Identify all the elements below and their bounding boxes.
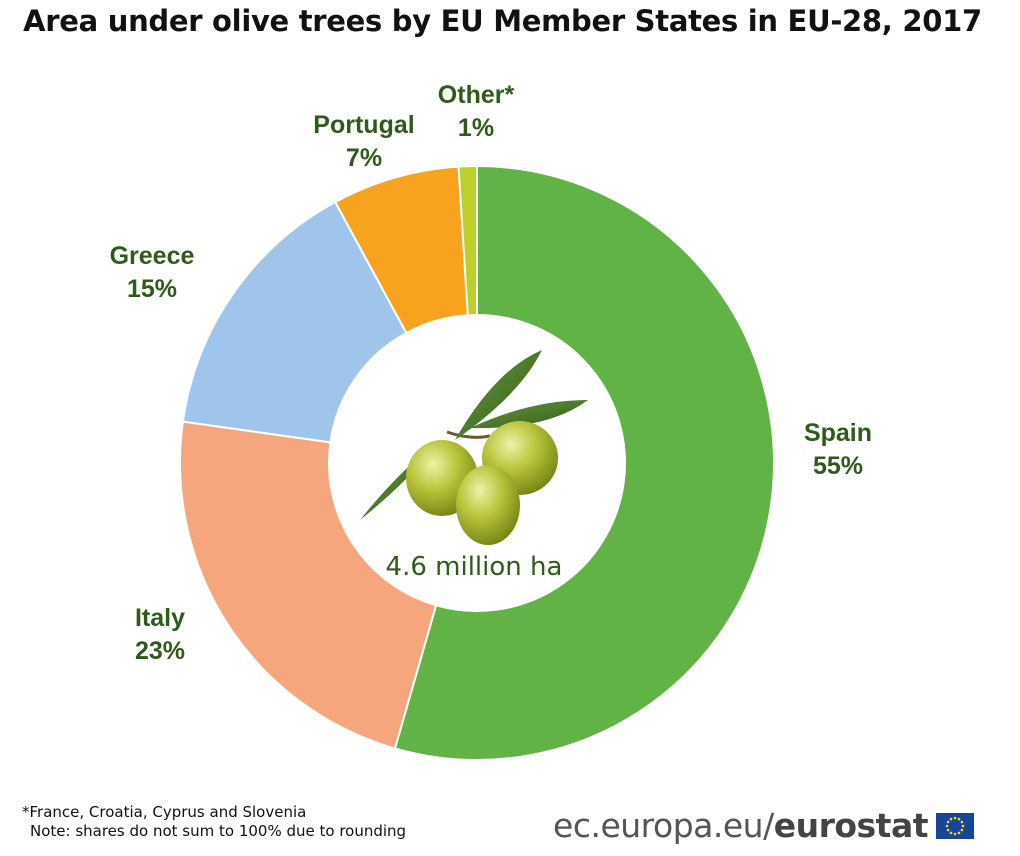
eu-flag-icon [936,813,974,839]
slice-label-value: 55% [813,452,863,480]
footnote-rounding: Note: shares do not sum to 100% due to r… [30,822,407,840]
center-label: 4.6 million ha [386,552,563,582]
flag-star [953,816,957,820]
slice-label-name: Italy [135,604,185,632]
flag-star [949,817,953,821]
slice-label-name: Portugal [313,111,414,139]
slice-label-value: 15% [127,275,177,303]
slice-label-name: Spain [804,419,872,447]
slice-label-value: 7% [346,144,382,172]
olive-branch-icon [360,350,588,545]
slice-other [457,164,478,317]
source-brand-name: eurostat [773,806,929,845]
flag-star [960,828,964,832]
slice-label-value: 1% [458,114,494,142]
flag-star [960,820,964,824]
flag-star [946,828,950,832]
flag-star [945,824,949,828]
slice-spain [393,164,775,761]
slice-italy [179,420,438,750]
chart-title: Area under olive trees by EU Member Stat… [23,4,982,38]
slice-greece [181,200,408,444]
flag-star [961,824,965,828]
flag-star [953,832,957,836]
flag-star [946,820,950,824]
slice-label-value: 23% [135,637,185,665]
slice-label-name: Greece [110,242,195,270]
flag-star [957,817,961,821]
footnote-other: *France, Croatia, Cyprus and Slovenia [22,803,307,821]
flag-star [949,831,953,835]
footnote: *France, Croatia, Cyprus and Slovenia No… [22,803,406,841]
flag-star [957,831,961,835]
source-domain: ec.europa.eu/ [553,806,774,845]
slice-label-name: Other* [438,81,515,109]
source-brand: ec.europa.eu/eurostat [553,806,928,845]
